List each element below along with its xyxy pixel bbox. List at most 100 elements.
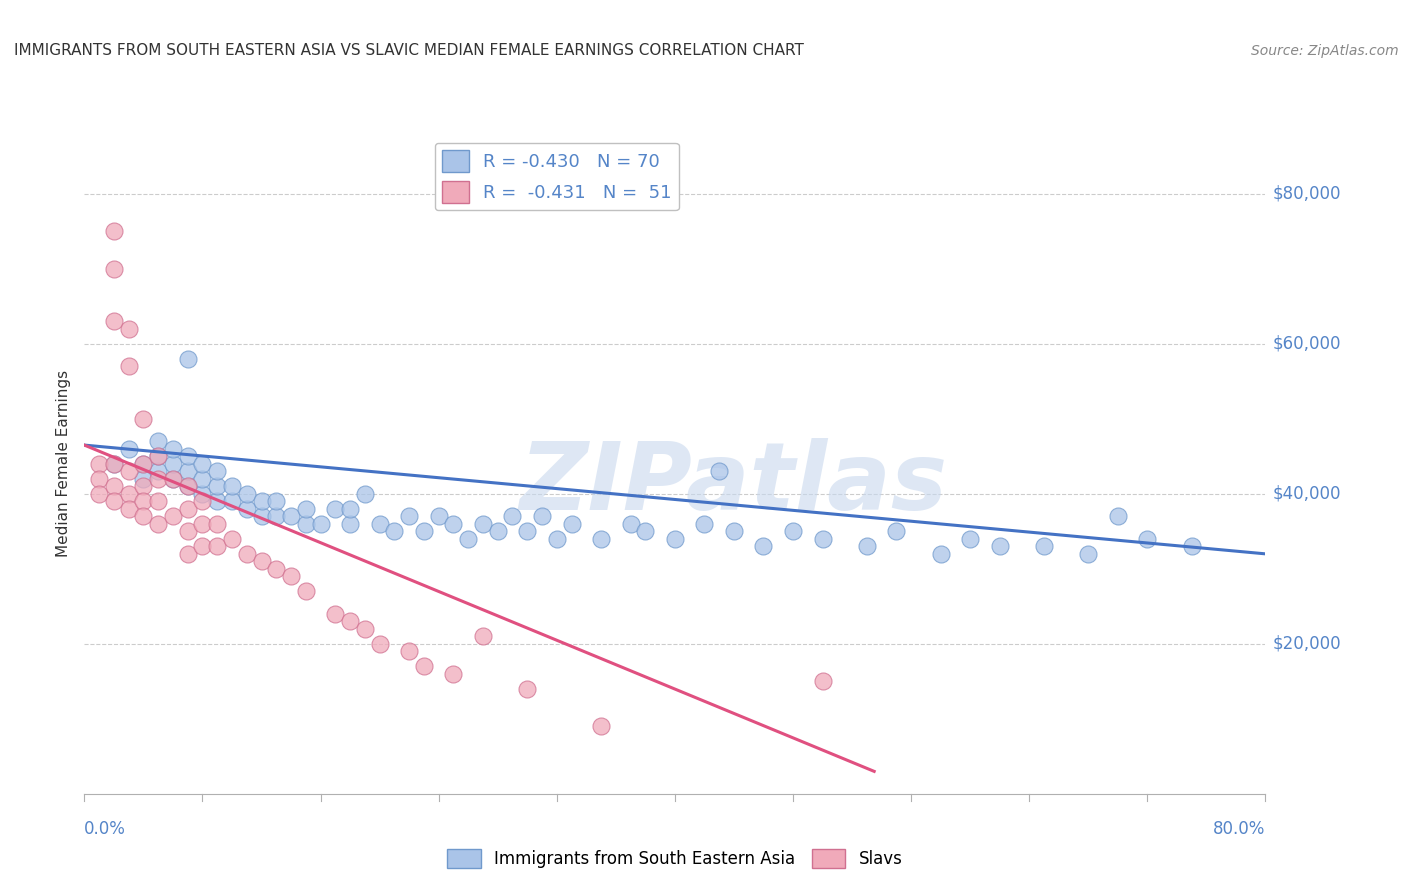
- Point: [591, 719, 613, 733]
- Point: [205, 479, 228, 493]
- Point: [205, 494, 228, 508]
- Text: 80.0%: 80.0%: [1213, 820, 1265, 838]
- Point: [148, 450, 170, 464]
- Point: [103, 314, 125, 328]
- Point: [398, 644, 420, 658]
- Point: [472, 629, 495, 643]
- Point: [264, 494, 288, 508]
- Point: [162, 457, 184, 471]
- Text: $80,000: $80,000: [1272, 185, 1341, 202]
- Point: [87, 487, 111, 501]
- Point: [250, 494, 273, 508]
- Point: [118, 322, 141, 336]
- Point: [959, 532, 981, 546]
- Point: [191, 516, 214, 531]
- Point: [1136, 532, 1159, 546]
- Point: [103, 479, 125, 493]
- Point: [280, 509, 302, 524]
- Point: [118, 464, 141, 478]
- Point: [103, 224, 125, 238]
- Point: [530, 509, 553, 524]
- Point: [177, 501, 200, 516]
- Point: [619, 516, 641, 531]
- Point: [250, 554, 273, 568]
- Point: [148, 434, 170, 449]
- Point: [664, 532, 686, 546]
- Point: [368, 516, 391, 531]
- Point: [1032, 539, 1054, 553]
- Point: [221, 494, 243, 508]
- Point: [457, 532, 479, 546]
- Point: [309, 516, 332, 531]
- Legend: Immigrants from South Eastern Asia, Slavs: Immigrants from South Eastern Asia, Slav…: [440, 842, 910, 875]
- Point: [782, 524, 804, 539]
- Point: [929, 547, 952, 561]
- Point: [752, 539, 775, 553]
- Point: [205, 516, 228, 531]
- Text: $20,000: $20,000: [1272, 635, 1341, 653]
- Point: [413, 524, 436, 539]
- Y-axis label: Median Female Earnings: Median Female Earnings: [56, 370, 72, 558]
- Point: [855, 539, 877, 553]
- Point: [132, 457, 155, 471]
- Point: [177, 464, 200, 478]
- Point: [103, 261, 125, 276]
- Point: [295, 501, 318, 516]
- Point: [886, 524, 908, 539]
- Point: [205, 464, 228, 478]
- Point: [191, 472, 214, 486]
- Point: [162, 472, 184, 486]
- Point: [264, 562, 288, 576]
- Text: Source: ZipAtlas.com: Source: ZipAtlas.com: [1251, 44, 1399, 58]
- Point: [1107, 509, 1129, 524]
- Point: [516, 681, 538, 696]
- Point: [368, 637, 391, 651]
- Point: [177, 450, 200, 464]
- Point: [132, 472, 155, 486]
- Point: [295, 584, 318, 599]
- Point: [501, 509, 523, 524]
- Point: [118, 487, 141, 501]
- Point: [486, 524, 509, 539]
- Point: [205, 539, 228, 553]
- Point: [441, 666, 464, 681]
- Point: [264, 509, 288, 524]
- Point: [339, 501, 361, 516]
- Point: [191, 494, 214, 508]
- Point: [634, 524, 657, 539]
- Point: [811, 674, 834, 689]
- Point: [87, 457, 111, 471]
- Text: $60,000: $60,000: [1272, 334, 1341, 353]
- Point: [811, 532, 834, 546]
- Point: [235, 547, 259, 561]
- Point: [221, 479, 243, 493]
- Point: [162, 509, 184, 524]
- Point: [191, 457, 214, 471]
- Point: [427, 509, 450, 524]
- Point: [398, 509, 420, 524]
- Point: [354, 622, 377, 636]
- Text: 0.0%: 0.0%: [84, 820, 127, 838]
- Point: [280, 569, 302, 583]
- Point: [1180, 539, 1202, 553]
- Point: [354, 487, 377, 501]
- Point: [177, 547, 200, 561]
- Point: [235, 501, 259, 516]
- Point: [1077, 547, 1099, 561]
- Point: [723, 524, 745, 539]
- Point: [323, 607, 347, 621]
- Point: [177, 479, 200, 493]
- Point: [250, 509, 273, 524]
- Point: [103, 494, 125, 508]
- Point: [339, 615, 361, 629]
- Point: [87, 472, 111, 486]
- Text: $40,000: $40,000: [1272, 485, 1341, 503]
- Point: [235, 487, 259, 501]
- Point: [441, 516, 464, 531]
- Point: [103, 457, 125, 471]
- Point: [118, 442, 141, 456]
- Point: [148, 450, 170, 464]
- Point: [177, 524, 200, 539]
- Point: [148, 516, 170, 531]
- Point: [103, 457, 125, 471]
